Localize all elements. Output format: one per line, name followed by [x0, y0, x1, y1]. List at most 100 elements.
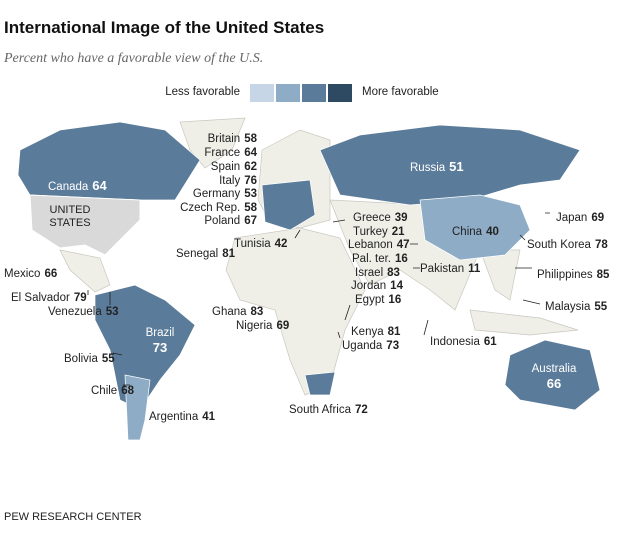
- country-value: 47: [397, 239, 410, 251]
- country-value: 83: [387, 267, 400, 279]
- country-value: 55: [102, 353, 115, 365]
- legend-swatches: [250, 84, 352, 102]
- country-name: Philippines: [537, 269, 593, 281]
- country-label: Pakistan 11: [420, 263, 481, 275]
- country-label: Jordan 14: [351, 280, 404, 292]
- country-name: Greece: [353, 212, 391, 224]
- country-value: 73: [386, 340, 399, 352]
- country-value: 73: [153, 340, 167, 355]
- country-label: Lebanon 47: [348, 239, 410, 251]
- country-value: 53: [106, 306, 119, 318]
- country-name: Jordan: [351, 280, 386, 292]
- country-label: France 64: [204, 147, 257, 159]
- country-label: Germany 53: [193, 188, 257, 200]
- country-name: Malaysia: [545, 301, 591, 313]
- country-name: Bolivia: [64, 353, 98, 365]
- south-africa-shape: [304, 371, 336, 396]
- country-name: South Africa: [289, 404, 352, 416]
- country-value: 40: [486, 226, 499, 238]
- country-value: 55: [594, 301, 607, 313]
- greenland: [179, 117, 246, 169]
- country-value: 81: [388, 326, 401, 338]
- country-value: 85: [597, 269, 610, 281]
- country-name: Senegal: [176, 248, 218, 260]
- country-value: 39: [395, 212, 408, 224]
- country-name: Turkey: [353, 226, 388, 238]
- country-value: 66: [44, 268, 57, 280]
- country-name: Mexico: [4, 268, 40, 280]
- country-name: Uganda: [342, 340, 383, 352]
- country-label: Russia 51: [410, 159, 464, 174]
- country-name: Canada: [48, 181, 89, 193]
- central-america: [59, 249, 111, 293]
- country-name: Japan: [556, 212, 587, 224]
- country-label: Japan 69: [556, 212, 604, 224]
- country-value: 69: [591, 212, 604, 224]
- us-shape: [29, 194, 141, 256]
- country-label: Kenya 81: [351, 326, 401, 338]
- country-value: 61: [484, 336, 497, 348]
- china-shape: [419, 194, 531, 261]
- country-name: Italy: [219, 175, 240, 187]
- country-value: 51: [449, 159, 463, 174]
- south-america-shape: [94, 284, 196, 411]
- country-name: Czech Rep.: [180, 202, 240, 214]
- country-value: 83: [251, 306, 264, 318]
- country-value: 67: [244, 215, 257, 227]
- country-label: Malaysia 55: [545, 301, 608, 313]
- country-value: 16: [388, 294, 401, 306]
- country-name: France: [204, 147, 240, 159]
- country-name: Lebanon: [348, 239, 393, 251]
- country-value: 66: [547, 376, 561, 391]
- country-name: Tunisia: [234, 238, 271, 250]
- legend-swatch: [302, 84, 326, 102]
- country-label: Chile 68: [91, 385, 135, 397]
- country-label: Italy 76: [219, 175, 257, 187]
- country-value: 76: [244, 175, 257, 187]
- country-label: El Salvador 79: [11, 292, 87, 304]
- country-name: El Salvador: [11, 292, 70, 304]
- russia-shape: [319, 124, 581, 206]
- country-label: South Africa 72: [289, 404, 368, 416]
- country-label: Senegal 81: [176, 248, 236, 260]
- country-name: Spain: [211, 161, 240, 173]
- country-value: 64: [244, 147, 257, 159]
- country-label: Spain 62: [211, 161, 257, 173]
- country-value: 11: [468, 263, 481, 275]
- country-name: Egypt: [355, 294, 385, 306]
- country-name: Pal. ter.: [352, 253, 391, 265]
- country-label: Canada 64: [48, 178, 108, 193]
- country-label: Uganda 73: [342, 340, 399, 352]
- country-label: Poland 67: [204, 215, 257, 227]
- country-name: Pakistan: [420, 263, 464, 275]
- country-name: Chile: [91, 385, 117, 397]
- country-value: 69: [276, 320, 289, 332]
- country-label: Egypt 16: [355, 294, 401, 306]
- country-label: Czech Rep. 58: [180, 202, 257, 214]
- country-value: 53: [244, 188, 257, 200]
- country-label: South Korea 78: [527, 239, 608, 251]
- country-value: 72: [355, 404, 368, 416]
- footer: PEW RESEARCH CENTER: [4, 511, 142, 523]
- country-value: 14: [390, 280, 403, 292]
- country-label: Mexico 66: [4, 268, 57, 280]
- leader-line: [87, 212, 550, 386]
- legend-low: Less favorable: [165, 86, 240, 98]
- country-name: Israel: [355, 267, 383, 279]
- indonesia-land: [469, 309, 579, 336]
- country-value: 78: [595, 239, 608, 251]
- africa: [225, 227, 366, 396]
- country-label: Britain 58: [208, 133, 258, 145]
- country-value: 68: [121, 385, 134, 397]
- europe-shape: [261, 179, 316, 231]
- country-label: Greece 39: [353, 212, 408, 224]
- country-label: Israel 83: [355, 267, 400, 279]
- country-name: Ghana: [212, 306, 247, 318]
- argentina-shape: [124, 374, 151, 441]
- us-label: STATES: [49, 217, 90, 229]
- country-value: 42: [275, 238, 288, 250]
- country-label: Venezuela 53: [48, 306, 119, 318]
